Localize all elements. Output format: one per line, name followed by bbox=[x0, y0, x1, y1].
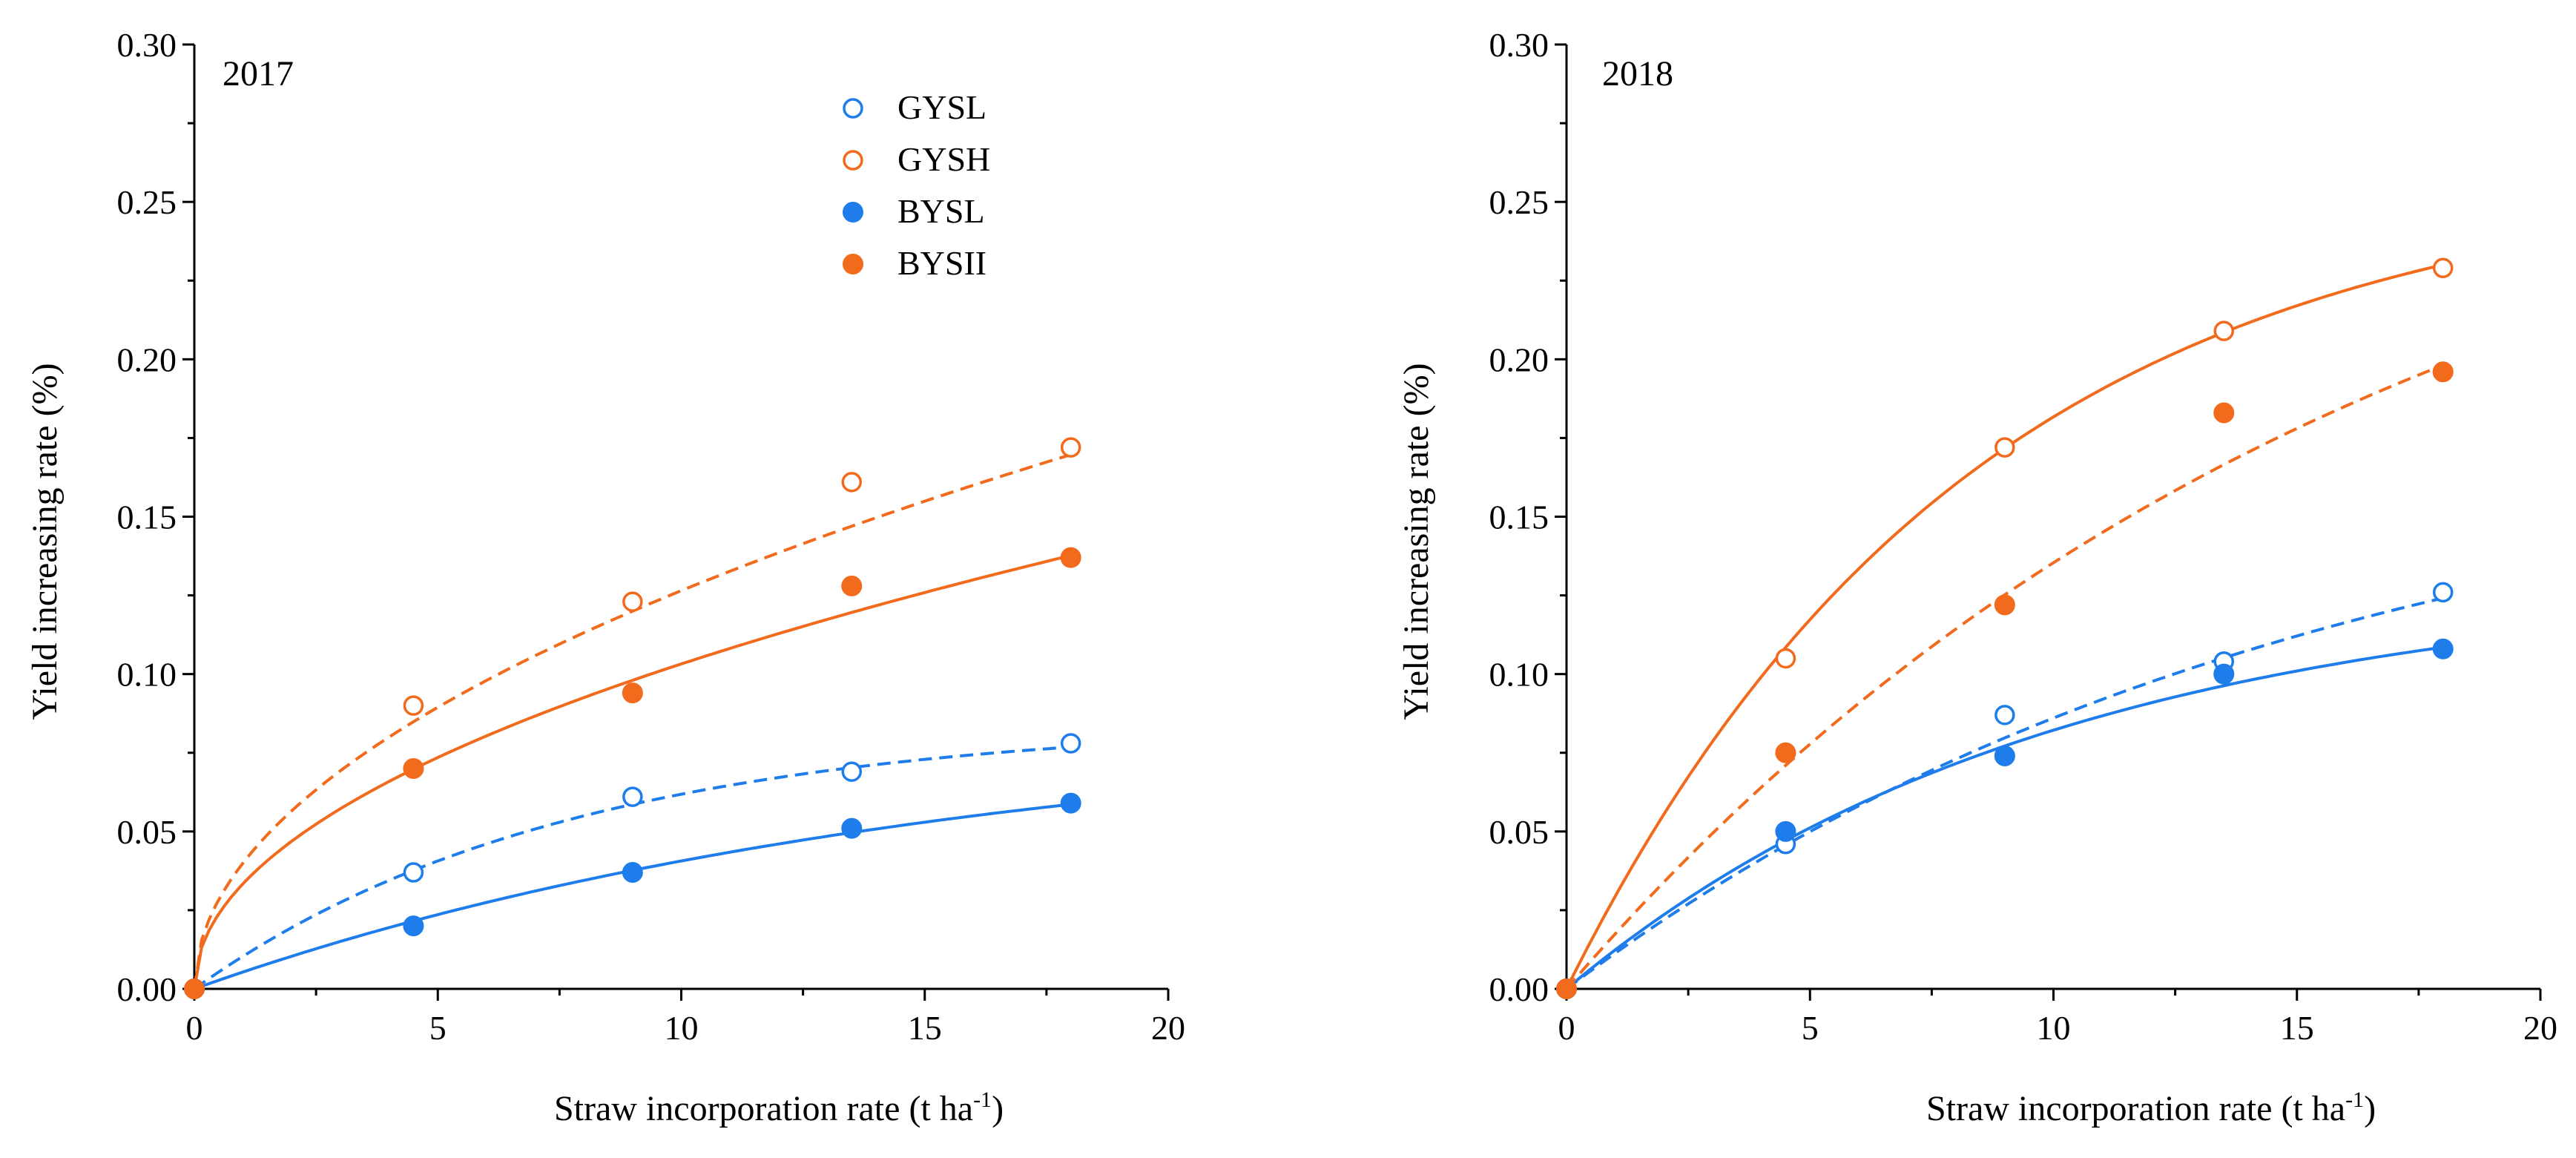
legend-item-bysl: BYSL bbox=[843, 192, 985, 230]
y-tick-label: 0.05 bbox=[117, 813, 177, 851]
y-tick-label: 0.25 bbox=[117, 183, 177, 221]
data-point-bysii bbox=[403, 757, 424, 779]
x-tick-label: 15 bbox=[2280, 1009, 2314, 1047]
data-point-gysl bbox=[622, 786, 643, 807]
legend: GYSL GYSH BYSL BYSII bbox=[843, 88, 990, 282]
x-tick-label: 15 bbox=[908, 1009, 942, 1047]
data-points bbox=[184, 437, 1081, 999]
y-tick-label: 0.30 bbox=[1489, 26, 1549, 64]
y-tick-label: 0.25 bbox=[1489, 183, 1549, 221]
data-point-gysl bbox=[841, 761, 863, 782]
y-axis-label: Yield increasing rate (%) bbox=[1397, 363, 1436, 720]
data-point-bysl bbox=[622, 861, 643, 883]
data-point-gysl bbox=[1994, 705, 2015, 726]
data-point-bysii bbox=[622, 682, 643, 704]
x-tick-label: 20 bbox=[2523, 1009, 2557, 1047]
x-tick-label: 5 bbox=[429, 1009, 447, 1047]
y-tick-label: 0.00 bbox=[1489, 970, 1549, 1008]
data-point-gysh bbox=[2213, 320, 2235, 341]
fit-curve-bysii bbox=[193, 553, 1072, 990]
legend-marker-gysh bbox=[843, 150, 863, 171]
data-point-gysl bbox=[1060, 733, 1081, 754]
fit-curve-gysl bbox=[1565, 596, 2444, 990]
y-tick-label: 0.00 bbox=[117, 970, 177, 1008]
data-point-gysh bbox=[1775, 648, 1796, 669]
data-points bbox=[1556, 257, 2454, 999]
data-point-gysl bbox=[2432, 582, 2454, 603]
y-tick-label: 0.10 bbox=[117, 656, 177, 694]
data-point-bysl bbox=[1994, 745, 2015, 766]
axes-frame: 0 5 10 15 20 0.00 0.05 0.10 0.15 0.20 0.25 0.30 bbox=[1489, 26, 2558, 1047]
data-point-bysl bbox=[841, 817, 863, 839]
data-point-bysii bbox=[1775, 742, 1796, 763]
x-tick-label: 0 bbox=[1558, 1009, 1575, 1047]
x-axis-label: Straw incorporation rate (t ha-1) bbox=[554, 1088, 1004, 1128]
data-point-gysh bbox=[2432, 257, 2454, 279]
data-point-bysl bbox=[2432, 638, 2454, 659]
data-point-gysh bbox=[1994, 437, 2015, 458]
x-axis-label-superscript: -1 bbox=[2345, 1088, 2364, 1112]
data-point-bysl bbox=[1060, 792, 1081, 814]
y-axis-label: Yield increasing rate (%) bbox=[25, 363, 65, 720]
x-tick-label: 0 bbox=[186, 1009, 203, 1047]
legend-item-gysh: GYSH bbox=[843, 140, 990, 178]
data-point-gysh bbox=[841, 472, 863, 493]
panel-label: 2017 bbox=[223, 54, 294, 93]
y-tick-label: 0.20 bbox=[117, 341, 177, 378]
y-tick-label: 0.05 bbox=[1489, 813, 1549, 851]
data-point-bysii bbox=[2213, 402, 2235, 424]
legend-marker-bysl bbox=[843, 202, 863, 223]
x-axis-label: Straw incorporation rate (t ha-1) bbox=[1926, 1088, 2376, 1128]
y-tick-label: 0.15 bbox=[1489, 499, 1549, 536]
data-point-bysl bbox=[2213, 663, 2235, 685]
data-point-bysii bbox=[1556, 978, 1577, 999]
data-point-gysh bbox=[1060, 437, 1081, 458]
y-tick-label: 0.15 bbox=[117, 499, 177, 536]
legend-item-bysii: BYSII bbox=[843, 244, 986, 282]
x-tick-label: 5 bbox=[1802, 1009, 1819, 1047]
data-point-bysl bbox=[403, 915, 424, 937]
data-point-bysii bbox=[184, 978, 205, 999]
x-tick-label: 20 bbox=[1151, 1009, 1185, 1047]
x-tick-label: 10 bbox=[665, 1009, 699, 1047]
data-point-bysii bbox=[1994, 594, 2015, 616]
legend-marker-gysl bbox=[843, 98, 863, 119]
data-point-gysl bbox=[403, 862, 424, 883]
data-point-bysii bbox=[841, 575, 863, 596]
y-tick-label: 0.20 bbox=[1489, 341, 1549, 378]
data-point-bysl bbox=[1775, 820, 1796, 842]
y-tick-label: 0.10 bbox=[1489, 656, 1549, 694]
data-point-bysii bbox=[1060, 547, 1081, 568]
axes-frame: 0 5 10 15 20 0.00 0.05 0.10 0.15 0.20 0.25 0.30 bbox=[117, 26, 1186, 1047]
panel-label: 2018 bbox=[1602, 54, 1673, 93]
x-axis-label-superscript: -1 bbox=[973, 1088, 992, 1112]
data-point-gysh bbox=[622, 591, 643, 612]
legend-item-gysl: GYSL bbox=[843, 88, 986, 126]
data-point-gysh bbox=[403, 695, 424, 716]
legend-label-gysl: GYSL bbox=[897, 88, 986, 126]
legend-marker-bysii bbox=[843, 254, 863, 274]
y-tick-label: 0.30 bbox=[117, 26, 177, 64]
legend-label-bysii: BYSII bbox=[897, 244, 986, 282]
data-point-bysii bbox=[2432, 361, 2454, 383]
legend-label-bysl: BYSL bbox=[897, 192, 985, 230]
legend-label-gysh: GYSH bbox=[897, 140, 990, 178]
chart-panel-2017: 0 5 10 15 20 0.00 0.05 0.10 0.15 0.20 0.25 0.30 201… bbox=[25, 26, 1185, 1128]
chart-panel-2018: 0 5 10 15 20 0.00 0.05 0.10 0.15 0.20 0.25 0.30 201… bbox=[1397, 26, 2557, 1128]
x-tick-label: 10 bbox=[2037, 1009, 2071, 1047]
